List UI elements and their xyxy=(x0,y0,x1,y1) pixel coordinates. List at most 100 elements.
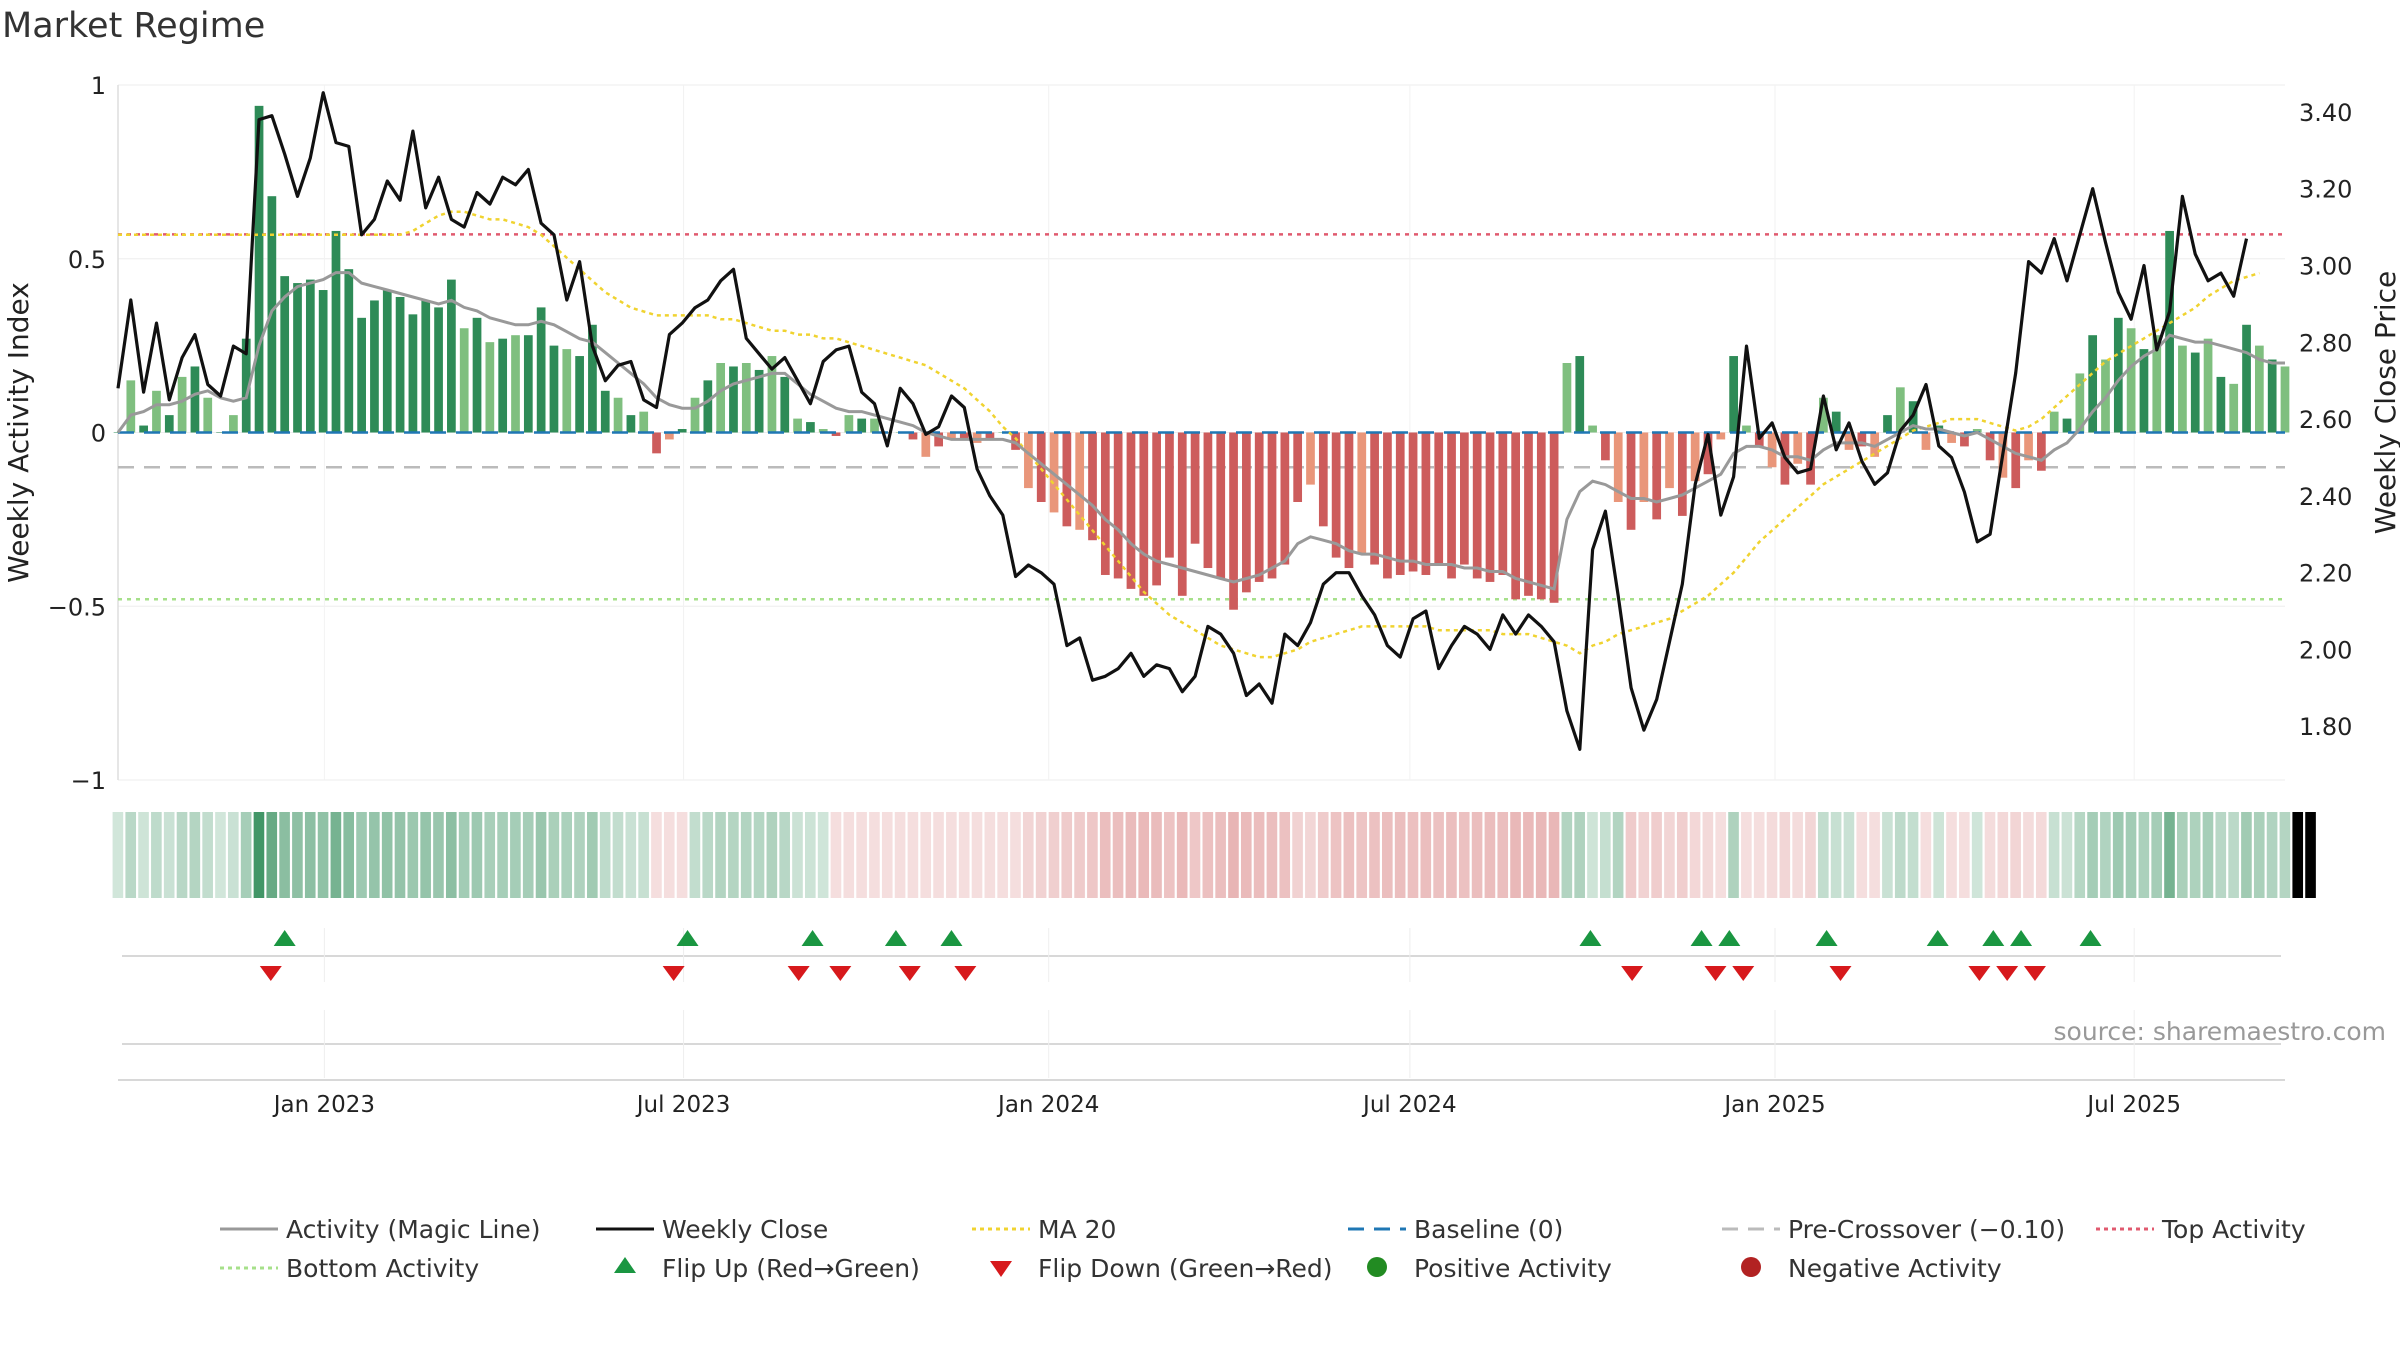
regime-band-cell xyxy=(1407,812,1419,898)
legend-item-top-activity: Top Activity xyxy=(2092,1210,2306,1248)
activity-bar xyxy=(2165,230,2174,433)
regime-band-cell xyxy=(394,812,406,898)
activity-bar xyxy=(139,425,149,433)
activity-bar xyxy=(2011,432,2021,489)
regime-band-cell xyxy=(1138,812,1150,898)
regime-band-cell xyxy=(176,812,188,898)
activity-bar xyxy=(1844,432,1854,450)
flip-up-marker xyxy=(884,930,907,946)
activity-bar xyxy=(1883,415,1892,433)
activity-bar xyxy=(921,432,931,457)
activity-bar xyxy=(1357,432,1367,555)
regime-band-cell xyxy=(304,812,316,898)
y2-tick-label: 3.40 xyxy=(2299,99,2352,127)
activity-bar xyxy=(1921,432,1931,450)
y2-tick-label: 3.20 xyxy=(2299,176,2352,204)
activity-bar xyxy=(1447,432,1456,579)
activity-bar xyxy=(1729,356,1738,433)
activity-bar xyxy=(164,415,174,433)
activity-bar xyxy=(1216,432,1226,579)
activity-bar xyxy=(1601,432,1610,461)
activity-bar xyxy=(844,415,854,433)
regime-band-cell xyxy=(1984,812,1996,898)
activity-bar xyxy=(2139,349,2149,433)
x-tick-label: Jan 2023 xyxy=(272,1092,375,1118)
regime-band-cell xyxy=(1561,812,1573,898)
y2-tick-label: 2.80 xyxy=(2299,329,2352,357)
activity-bar xyxy=(229,415,238,433)
activity-bar xyxy=(600,390,610,433)
activity-bar xyxy=(1190,432,1200,544)
y-tick-label: 0 xyxy=(91,420,106,448)
regime-band-cell xyxy=(1189,812,1201,898)
activity-bar xyxy=(2190,352,2200,433)
regime-band-cell xyxy=(1125,812,1137,898)
regime-band-cell xyxy=(317,812,329,898)
regime-band-cell xyxy=(2241,812,2252,898)
legend-label: Negative Activity xyxy=(1788,1253,2002,1283)
regime-band-cell xyxy=(215,812,226,898)
regime-band-cell xyxy=(1510,812,1521,898)
activity-bar xyxy=(2178,345,2187,433)
regime-band-cell xyxy=(830,812,842,898)
y2-tick-label: 2.40 xyxy=(2299,483,2352,511)
flip-down-marker xyxy=(1829,966,1852,981)
activity-bar xyxy=(793,418,802,433)
y-tick-label: −0.5 xyxy=(48,593,106,621)
activity-bar xyxy=(549,345,559,433)
activity-bar xyxy=(152,390,161,433)
regime-band-cell xyxy=(1830,812,1842,898)
y-tick-label: −1 xyxy=(71,767,106,795)
y2-tick-label: 2.00 xyxy=(2299,636,2352,664)
activity-bar xyxy=(1242,432,1251,593)
regime-band-cell xyxy=(1933,812,1945,898)
regime-band-cell xyxy=(1869,812,1880,898)
regime-band-cell xyxy=(330,812,342,898)
activity-bar xyxy=(575,356,584,433)
regime-band-cell xyxy=(2035,812,2047,898)
regime-band-cell xyxy=(1202,812,1214,898)
activity-bar xyxy=(2037,432,2046,471)
activity-bar xyxy=(613,397,623,433)
activity-bar xyxy=(959,432,969,440)
activity-bar xyxy=(2216,376,2226,433)
flip-down-marker xyxy=(1968,966,1991,981)
activity-bar xyxy=(459,328,469,433)
regime-band-cell xyxy=(1587,812,1598,898)
activity-bar xyxy=(511,335,520,433)
regime-band-cell xyxy=(1574,812,1585,898)
regime-band-cell xyxy=(1022,812,1034,898)
regime-band-cell xyxy=(2177,812,2188,898)
activity-bar xyxy=(1716,432,1726,440)
activity-bar xyxy=(1575,356,1585,433)
activity-bar xyxy=(1460,432,1469,565)
activity-bar xyxy=(1562,363,1572,433)
regime-band-cell xyxy=(433,812,444,898)
activity-bar xyxy=(1331,432,1341,558)
activity-bar xyxy=(177,376,187,433)
regime-band-cell xyxy=(663,812,675,898)
activity-bar xyxy=(1203,432,1213,569)
y2-tick-label: 2.20 xyxy=(2299,560,2352,588)
regime-band-cell xyxy=(1292,812,1303,898)
activity-bar xyxy=(729,366,738,433)
regime-band-cell xyxy=(1689,812,1701,898)
regime-band-cell xyxy=(497,812,508,898)
regime-band-cell xyxy=(138,812,149,898)
activity-bar xyxy=(1088,432,1097,541)
regime-band-cell xyxy=(2048,812,2060,898)
regime-band-cell xyxy=(1484,812,1496,898)
regime-band-cell xyxy=(1625,812,1637,898)
activity-bar xyxy=(831,432,841,436)
activity-bar xyxy=(2126,328,2136,433)
regime-band-cell xyxy=(766,812,778,898)
regime-band-cell xyxy=(984,812,996,898)
regime-band-cell xyxy=(189,812,201,898)
regime-band-cell xyxy=(1548,812,1560,898)
regime-band-cell xyxy=(1394,812,1406,898)
activity-bar xyxy=(818,429,828,433)
regime-band-cell xyxy=(2138,812,2150,898)
regime-band-cell xyxy=(1882,812,1893,898)
activity-bar xyxy=(2062,418,2072,433)
activity-bar xyxy=(1011,432,1020,450)
